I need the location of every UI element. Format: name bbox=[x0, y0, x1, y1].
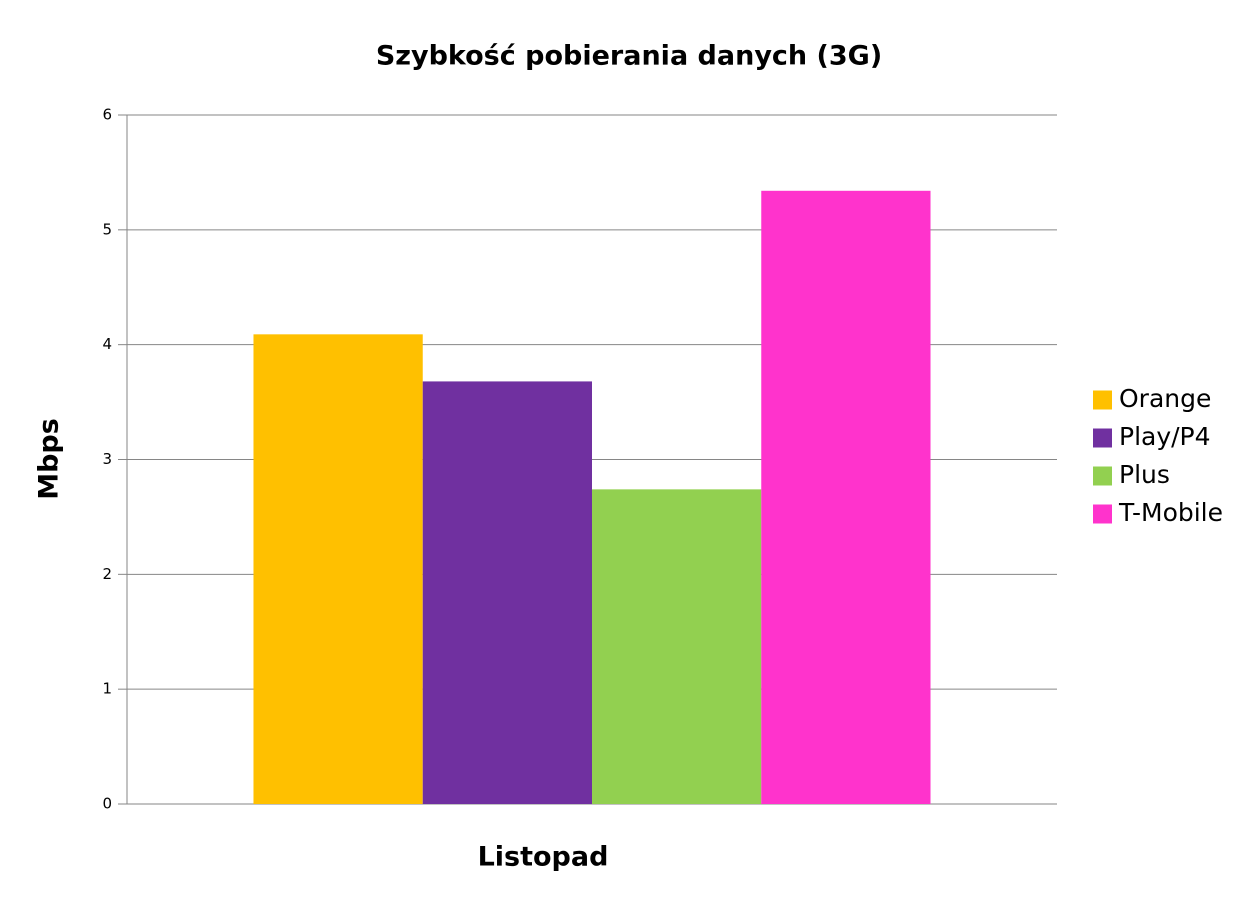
y-tick-label: 3 bbox=[102, 450, 112, 468]
legend-label: Plus bbox=[1119, 460, 1170, 489]
legend-swatch bbox=[1093, 428, 1112, 448]
legend-swatch bbox=[1093, 390, 1112, 410]
legend-label: Orange bbox=[1119, 384, 1211, 413]
y-tick-label: 0 bbox=[102, 795, 112, 813]
y-tick-label: 2 bbox=[102, 565, 112, 583]
chart-title: Szybkość pobierania danych (3G) bbox=[376, 41, 882, 72]
x-tick-label: Listopad bbox=[478, 842, 609, 873]
bar bbox=[253, 334, 423, 804]
y-axis-title: Mbps bbox=[34, 418, 65, 500]
y-tick-label: 6 bbox=[102, 106, 112, 124]
legend-label: T-Mobile bbox=[1118, 498, 1223, 527]
y-tick-label: 4 bbox=[102, 335, 112, 353]
legend-swatch bbox=[1093, 466, 1112, 486]
y-tick-label: 1 bbox=[102, 680, 112, 698]
legend-swatch bbox=[1093, 504, 1112, 524]
bar bbox=[761, 190, 931, 805]
bar bbox=[422, 381, 592, 804]
bar bbox=[592, 489, 762, 804]
y-tick-label: 5 bbox=[102, 220, 112, 238]
legend-label: Play/P4 bbox=[1119, 422, 1211, 451]
